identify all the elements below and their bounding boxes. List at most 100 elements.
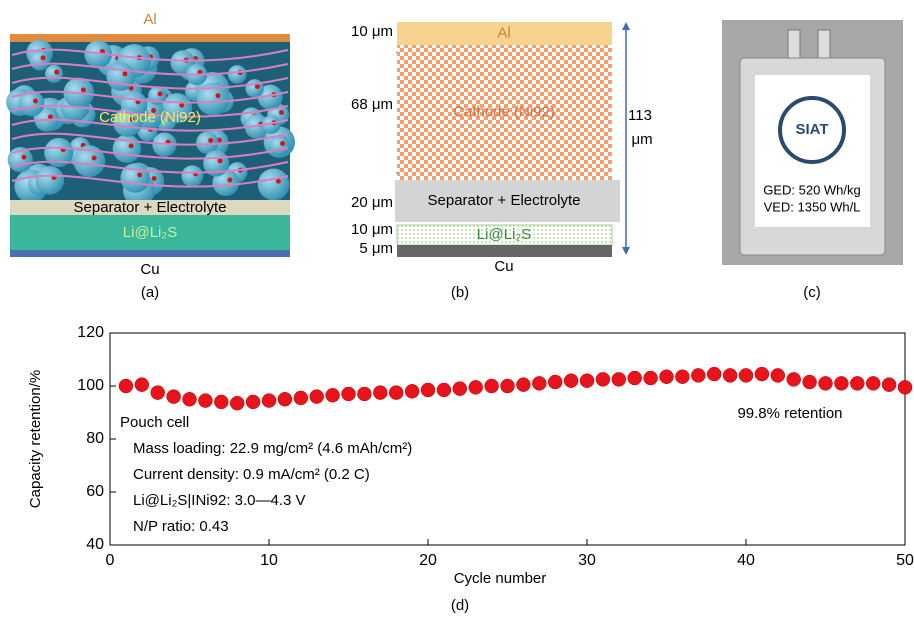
point xyxy=(898,380,912,394)
point xyxy=(866,376,880,390)
particle xyxy=(106,62,135,91)
annotation: 99.8% retention xyxy=(737,405,842,422)
total-thickness: 113 μm xyxy=(627,107,652,148)
point xyxy=(357,387,371,401)
point xyxy=(755,367,769,381)
point xyxy=(532,376,546,390)
caption: (a) xyxy=(141,284,159,301)
al-layer xyxy=(10,34,290,42)
thickness-label: 5 μm xyxy=(359,240,393,257)
point xyxy=(246,395,260,409)
y-tick-label: 80 xyxy=(86,430,104,447)
x-tick-label: 0 xyxy=(106,552,115,569)
dot xyxy=(33,98,38,103)
dot xyxy=(280,141,285,146)
point xyxy=(834,376,848,390)
point xyxy=(342,387,356,401)
point xyxy=(612,372,626,386)
layer-label: Separator + Electrolyte xyxy=(428,192,581,209)
point xyxy=(437,383,451,397)
logo: SIAT xyxy=(795,121,828,138)
tab xyxy=(788,30,800,60)
y-tick-label: 60 xyxy=(86,483,104,500)
caption: (d) xyxy=(451,597,469,614)
annotation: Current density: 0.9 mA/cm² (0.2 C) xyxy=(133,466,370,483)
x-tick-label: 30 xyxy=(578,552,596,569)
point xyxy=(580,374,594,388)
cu-label: Cu xyxy=(140,261,159,278)
point xyxy=(262,394,276,408)
y-tick-label: 100 xyxy=(77,377,104,394)
point xyxy=(294,391,308,405)
point xyxy=(389,386,403,400)
separator-label: Separator + Electrolyte xyxy=(74,199,227,216)
point xyxy=(501,379,515,393)
point xyxy=(469,380,483,394)
point xyxy=(819,376,833,390)
particle xyxy=(245,79,263,97)
point xyxy=(516,378,530,392)
dot xyxy=(218,158,223,163)
panel-a: Al Cathode (Ni92) Separator + Electrolyt… xyxy=(6,11,295,301)
point xyxy=(198,394,212,408)
point xyxy=(739,368,753,382)
y-tick-label: 40 xyxy=(86,536,104,553)
point xyxy=(644,371,658,385)
particle xyxy=(45,65,63,83)
dot xyxy=(152,176,157,181)
dot xyxy=(208,138,213,143)
thickness-label: 20 μm xyxy=(351,194,393,211)
point xyxy=(373,386,387,400)
point xyxy=(167,390,181,404)
point xyxy=(214,395,228,409)
dot xyxy=(41,55,46,60)
anode-label: Li@Li₂S xyxy=(123,224,177,241)
tab xyxy=(818,30,830,60)
point xyxy=(787,372,801,386)
layer xyxy=(397,245,612,257)
dot xyxy=(92,155,97,160)
dot xyxy=(54,70,59,75)
dot xyxy=(276,179,281,184)
particle xyxy=(29,49,50,70)
point xyxy=(135,378,149,392)
layer-label: Li@Li₂S xyxy=(477,226,531,243)
point xyxy=(803,375,817,389)
point xyxy=(453,382,467,396)
y-axis-title: Capacity retention/% xyxy=(27,370,44,508)
dot xyxy=(129,143,134,148)
dot xyxy=(215,93,220,98)
point xyxy=(548,375,562,389)
caption: (c) xyxy=(803,284,821,301)
point xyxy=(564,374,578,388)
panel-d: Cycle number Capacity retention/% (d) 99… xyxy=(27,324,914,614)
panel-c: SIAT GED: 520 Wh/kg VED: 1350 Wh/L (c) xyxy=(722,20,903,301)
x-tick-label: 40 xyxy=(737,552,755,569)
cu-layer xyxy=(10,250,290,257)
dot xyxy=(122,71,127,76)
thickness-label: 10 μm xyxy=(351,221,393,238)
point xyxy=(675,370,689,384)
x-tick-label: 20 xyxy=(419,552,437,569)
x-axis-title: Cycle number xyxy=(454,570,547,587)
point xyxy=(723,368,737,382)
particle xyxy=(228,65,247,84)
point xyxy=(183,392,197,406)
point xyxy=(151,386,165,400)
x-tick-label: 10 xyxy=(260,552,278,569)
dot xyxy=(158,91,163,96)
annotation: Li@Li₂S|INi92: 3.0—4.3 V xyxy=(133,492,306,509)
figure: Al Cathode (Ni92) Separator + Electrolyt… xyxy=(0,0,914,617)
dot xyxy=(227,177,232,182)
ged: GED: 520 Wh/kg xyxy=(763,182,861,197)
dot xyxy=(48,114,53,119)
particle xyxy=(181,165,203,187)
point xyxy=(310,390,324,404)
point xyxy=(119,379,133,393)
annotation: Mass loading: 22.9 mg/cm² (4.6 mAh/cm²) xyxy=(133,440,412,457)
point xyxy=(485,379,499,393)
annotation: Pouch cell xyxy=(120,414,189,431)
annotation: N/P ratio: 0.43 xyxy=(133,518,229,535)
point xyxy=(405,384,419,398)
al-label: Al xyxy=(143,11,156,28)
